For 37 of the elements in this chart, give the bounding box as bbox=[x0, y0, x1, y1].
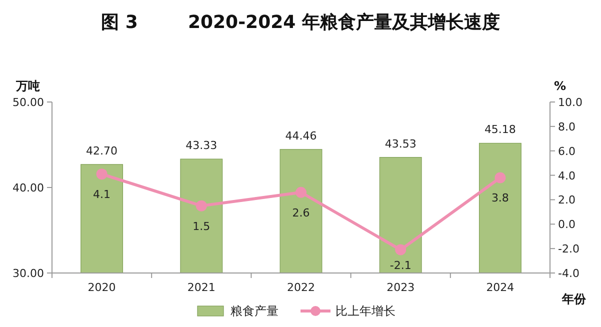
data-label: 45.18 bbox=[484, 123, 516, 136]
y2-tick-label: 2.0 bbox=[558, 194, 576, 207]
legend-label: 比上年增长 bbox=[336, 304, 396, 318]
chart-title: 图 3 2020-2024 年粮食产量及其增长速度 bbox=[101, 12, 500, 33]
point bbox=[296, 186, 306, 198]
data-label: 1.5 bbox=[192, 220, 210, 233]
x-tick-label: 2020 bbox=[88, 281, 116, 294]
data-label: 43.33 bbox=[186, 139, 218, 152]
y2-tick-label: -4.0 bbox=[558, 267, 580, 280]
data-label: -2.1 bbox=[390, 259, 412, 272]
y-tick-label: 40.00 bbox=[12, 182, 44, 194]
legend-label: 粮食产量 bbox=[230, 304, 278, 318]
x-axis-title: 年份 bbox=[561, 292, 587, 306]
point bbox=[494, 172, 506, 184]
data-label: 4.1 bbox=[93, 188, 111, 202]
x-tick-label: 2023 bbox=[386, 281, 415, 294]
x-tick-label: 2021 bbox=[187, 281, 216, 294]
data-label: 44.46 bbox=[285, 129, 317, 142]
data-label: 43.53 bbox=[384, 137, 416, 150]
y-tick-label: 50.00 bbox=[12, 96, 44, 109]
point bbox=[196, 200, 207, 212]
y2-tick-label: 6.0 bbox=[558, 144, 576, 158]
data-label: 2.6 bbox=[292, 206, 310, 220]
point bbox=[96, 168, 108, 180]
y-tick-label: 30.00 bbox=[12, 267, 44, 280]
y2-tick-label: 10.0 bbox=[558, 96, 582, 109]
y2-tick-label: 0.0 bbox=[558, 218, 576, 232]
data-label: 3.8 bbox=[491, 192, 509, 205]
data-label: 42.70 bbox=[86, 144, 118, 158]
point bbox=[395, 244, 406, 256]
y2-tick-label: -2.0 bbox=[558, 242, 580, 256]
x-tick-label: 2024 bbox=[486, 281, 514, 294]
y2-tick-label: 8.0 bbox=[558, 120, 576, 134]
y2-tick-label: 4.0 bbox=[558, 169, 576, 182]
y-axis-title: 万吨 bbox=[15, 79, 40, 93]
x-tick-label: 2022 bbox=[287, 281, 315, 294]
y2-axis-title: % bbox=[554, 79, 566, 93]
